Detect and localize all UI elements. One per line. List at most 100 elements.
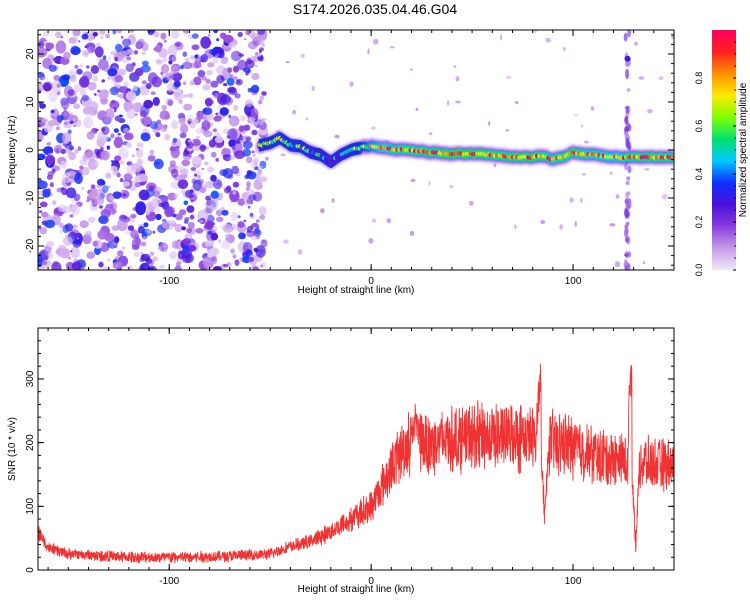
noise-blob	[250, 84, 260, 94]
x-tick-label: 100	[565, 576, 582, 587]
noise-blob	[174, 223, 183, 233]
noise-blob	[195, 228, 204, 234]
noise-blob	[204, 161, 209, 165]
noise-blob	[200, 36, 211, 49]
noise-blob	[157, 200, 161, 204]
interference-blob	[623, 228, 628, 238]
noise-blob	[159, 110, 170, 120]
noise-blob	[166, 83, 175, 92]
noise-blob	[77, 40, 81, 43]
noise-blob	[237, 221, 245, 228]
noise-blob	[77, 146, 82, 151]
noise-blob	[162, 218, 167, 223]
noise-blob	[251, 121, 259, 127]
noise-blob	[106, 145, 111, 150]
noise-blob	[190, 200, 194, 203]
noise-blob	[257, 52, 262, 57]
noise-blob	[242, 140, 253, 149]
noise-speck	[468, 200, 474, 206]
noise-blob	[135, 182, 142, 188]
noise-blob	[209, 48, 216, 55]
noise-blob	[173, 88, 183, 101]
noise-blob	[113, 136, 124, 149]
noise-blob	[79, 220, 89, 229]
noise-blob	[223, 83, 228, 87]
noise-blob	[73, 84, 82, 92]
noise-blob	[257, 38, 265, 45]
noise-blob	[53, 144, 63, 154]
interference-blob	[623, 32, 628, 42]
noise-blob	[94, 93, 97, 96]
noise-blob	[68, 152, 77, 161]
noise-blob	[202, 107, 213, 115]
noise-blob	[81, 30, 87, 35]
noise-blob	[124, 132, 134, 141]
noise-blob	[114, 155, 122, 162]
noise-speck	[615, 194, 620, 199]
noise-blob	[41, 252, 47, 260]
noise-blob	[188, 155, 191, 157]
noise-blob	[245, 30, 251, 36]
noise-blob	[183, 149, 189, 157]
noise-blob	[227, 128, 238, 141]
noise-blob	[162, 56, 168, 63]
noise-blob	[81, 94, 89, 102]
noise-blob	[72, 239, 82, 248]
noise-blob	[70, 203, 81, 216]
noise-blob	[190, 80, 195, 86]
noise-speck	[582, 173, 586, 176]
noise-blob	[55, 40, 67, 54]
noise-blob	[80, 266, 85, 270]
noise-blob	[126, 56, 132, 61]
noise-blob	[127, 225, 135, 231]
noise-blob	[215, 216, 224, 223]
noise-blob	[99, 205, 103, 209]
noise-blob	[86, 199, 90, 203]
noise-blob	[174, 265, 182, 270]
noise-blob	[161, 221, 168, 229]
noise-blob	[232, 76, 238, 80]
noise-blob	[219, 169, 228, 177]
noise-blob	[120, 189, 124, 193]
noise-blob	[229, 74, 234, 78]
noise-blob	[144, 264, 149, 270]
noise-blob	[135, 148, 139, 151]
noise-blob	[210, 80, 219, 88]
noise-blob	[110, 50, 116, 56]
noise-blob	[171, 120, 179, 130]
noise-blob	[187, 245, 197, 252]
noise-blob	[105, 33, 111, 39]
noise-blob	[65, 223, 74, 232]
noise-blob	[180, 189, 185, 193]
noise-blob	[119, 159, 125, 166]
noise-blob	[182, 30, 191, 34]
noise-blob	[46, 188, 51, 193]
noise-blob	[164, 206, 174, 218]
noise-blob	[227, 157, 231, 161]
noise-blob	[38, 41, 45, 49]
noise-blob	[114, 56, 119, 62]
noise-blob	[150, 91, 156, 95]
y-tick-label: 10	[25, 96, 36, 108]
noise-blob	[70, 46, 81, 56]
noise-blob	[134, 68, 144, 77]
noise-blob	[147, 155, 156, 162]
noise-blob	[219, 32, 227, 39]
noise-blob	[217, 104, 222, 110]
noise-blob	[212, 266, 223, 270]
noise-blob	[79, 165, 84, 170]
noise-blob	[48, 90, 58, 103]
noise-blob	[52, 200, 57, 206]
noise-blob	[140, 251, 144, 254]
noise-blob	[112, 30, 117, 35]
noise-blob	[134, 237, 141, 246]
noise-blob	[149, 267, 154, 270]
noise-blob	[104, 232, 115, 242]
noise-blob	[69, 214, 74, 218]
noise-blob	[199, 144, 206, 152]
interference-blob	[624, 115, 629, 125]
noise-blob	[259, 179, 262, 183]
noise-blob	[191, 156, 202, 165]
noise-blob	[135, 201, 147, 216]
noise-blob	[94, 46, 104, 58]
